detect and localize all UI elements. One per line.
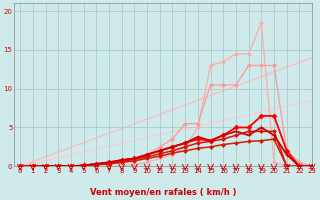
X-axis label: Vent moyen/en rafales ( km/h ): Vent moyen/en rafales ( km/h ) xyxy=(90,188,236,197)
